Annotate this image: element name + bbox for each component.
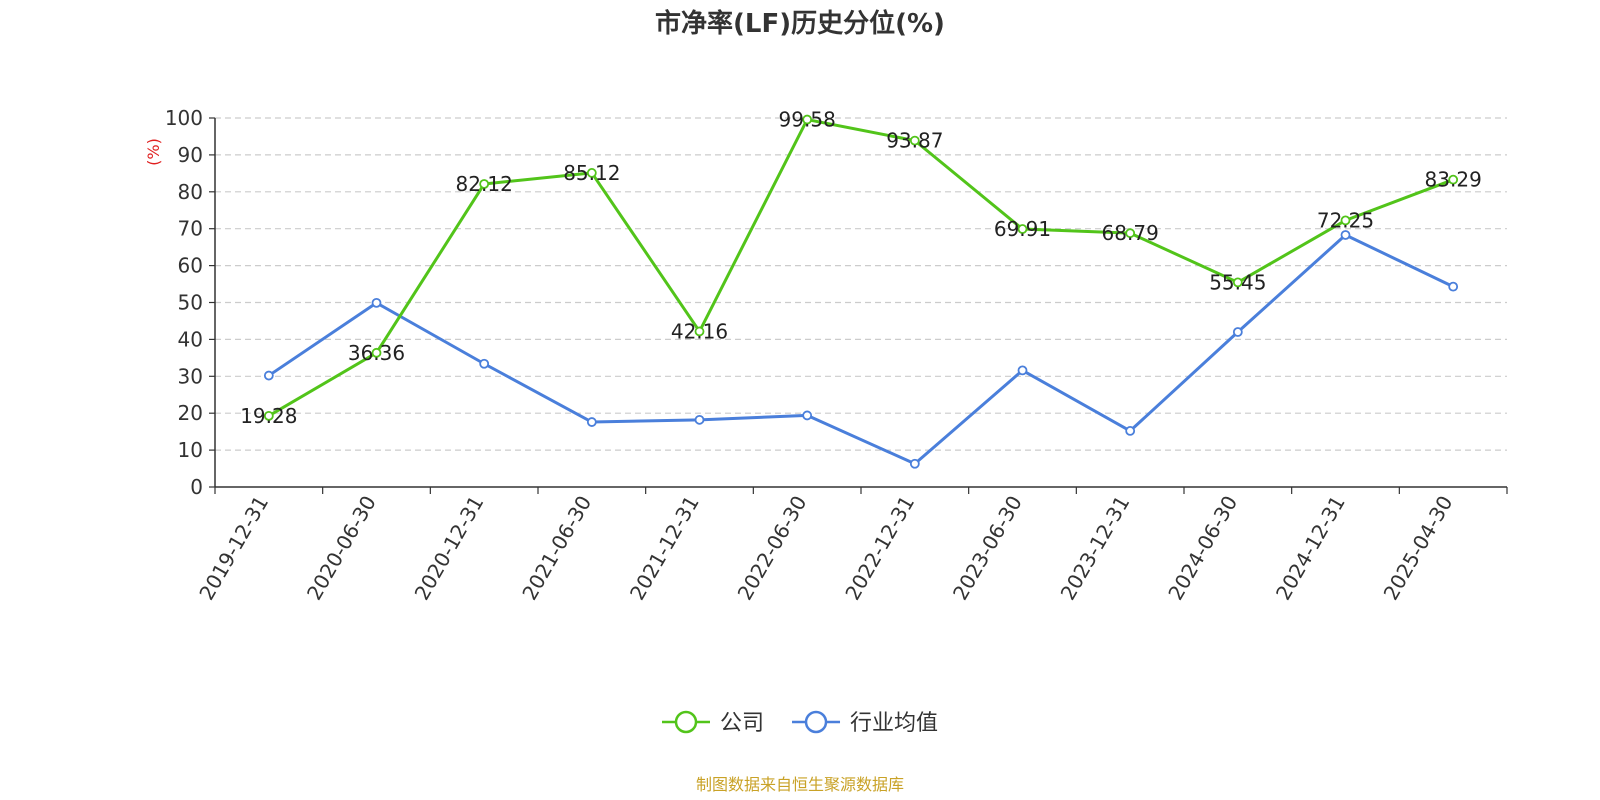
- data-label: 68.79: [1102, 221, 1159, 245]
- y-tick-label: 0: [190, 475, 203, 499]
- legend-label: 公司: [720, 711, 764, 736]
- data-point[interactable]: [1448, 281, 1459, 292]
- data-label: 83.29: [1425, 168, 1482, 192]
- y-tick-label: 10: [178, 438, 203, 462]
- series-layer: [263, 114, 1459, 469]
- x-tick-label: 2024-12-31: [1271, 492, 1350, 605]
- data-label: 72.25: [1317, 208, 1374, 232]
- data-point[interactable]: [263, 370, 274, 381]
- grid-lines: [215, 117, 1507, 451]
- y-tick-label: 40: [178, 327, 203, 351]
- x-tick-label: 2020-12-31: [410, 491, 489, 604]
- legend[interactable]: 公司 行业均值: [662, 710, 938, 736]
- data-point[interactable]: [802, 114, 813, 125]
- data-label: 19.28: [240, 404, 297, 428]
- data-point[interactable]: [1017, 224, 1028, 234]
- data-point[interactable]: [1125, 426, 1136, 436]
- y-tick-label: 30: [178, 364, 203, 388]
- series-line-1: [267, 233, 1454, 466]
- data-label: 42.16: [671, 319, 728, 343]
- x-tick-label: 2024-06-30: [1163, 492, 1242, 605]
- legend-label: 行业均值: [850, 711, 938, 736]
- data-point[interactable]: [694, 414, 705, 425]
- series-line-0: [268, 118, 1454, 418]
- data-point[interactable]: [479, 179, 490, 189]
- legend-marker: [674, 710, 698, 734]
- x-tick-label: 2025-04-30: [1379, 492, 1458, 605]
- data-point[interactable]: [1340, 215, 1351, 226]
- chart-title: 市净率(LF)历史分位(%): [655, 8, 945, 39]
- y-tick-label: 100: [165, 106, 203, 130]
- data-label: 36.36: [348, 341, 405, 365]
- data-point[interactable]: [909, 135, 920, 146]
- data-point[interactable]: [1125, 228, 1136, 239]
- x-tick-label: 2021-06-30: [517, 492, 596, 605]
- y-tick-label: 90: [178, 143, 203, 167]
- y-axis-label: (%): [144, 138, 163, 166]
- data-point[interactable]: [586, 168, 597, 178]
- data-label: 85.12: [563, 161, 620, 185]
- data-label: 55.45: [1209, 270, 1266, 294]
- data-point[interactable]: [371, 347, 382, 358]
- data-point[interactable]: [1017, 365, 1028, 376]
- y-tick-label: 70: [178, 217, 203, 241]
- x-tick-label: 2023-06-30: [948, 492, 1027, 605]
- legend-item-1[interactable]: 行业均值: [792, 710, 938, 736]
- data-label: 99.58: [779, 108, 836, 132]
- y-tick-label: 60: [178, 254, 203, 278]
- x-tick-label: 2020-06-30: [302, 492, 381, 605]
- data-point[interactable]: [1232, 327, 1243, 337]
- y-tick-label: 20: [178, 401, 203, 425]
- data-point[interactable]: [371, 297, 382, 308]
- x-tick-label: 2021-12-31: [625, 492, 704, 605]
- legend-item-0[interactable]: 公司: [662, 710, 764, 736]
- data-label: 93.87: [886, 129, 943, 153]
- data-point[interactable]: [802, 410, 813, 421]
- y-tick-label: 50: [178, 291, 203, 315]
- data-point[interactable]: [263, 410, 274, 421]
- legend-marker: [804, 710, 828, 734]
- x-tick-label: 2019-12-31: [194, 492, 273, 605]
- y-tick-labels: 0 10 20 30 40 50 60 70 80 90 100: [165, 106, 203, 499]
- y-tick-label: 80: [178, 180, 203, 204]
- source-note: 制图数据来自恒生聚源数据库: [696, 775, 904, 794]
- x-tick-label: 2022-12-31: [840, 491, 919, 604]
- data-labels: 19.28 36.36 82.12 85.12 42.16 99.58 93.87 69.91…: [240, 108, 1482, 428]
- data-label: 82.12: [456, 172, 513, 196]
- data-point[interactable]: [909, 458, 920, 469]
- axes: [209, 117, 1508, 494]
- data-point[interactable]: [694, 326, 705, 337]
- data-point[interactable]: [1232, 277, 1243, 288]
- x-tick-labels: 2019-12-31 2020-06-30 2020-12-31 2021-06-30…: [194, 491, 1457, 604]
- data-point[interactable]: [479, 358, 490, 369]
- data-label: 69.91: [994, 217, 1051, 241]
- data-point[interactable]: [1448, 174, 1459, 185]
- data-point[interactable]: [1340, 230, 1351, 240]
- x-tick-label: 2023-12-31: [1056, 492, 1135, 605]
- data-point[interactable]: [586, 417, 597, 427]
- x-tick-label: 2022-06-30: [733, 492, 812, 605]
